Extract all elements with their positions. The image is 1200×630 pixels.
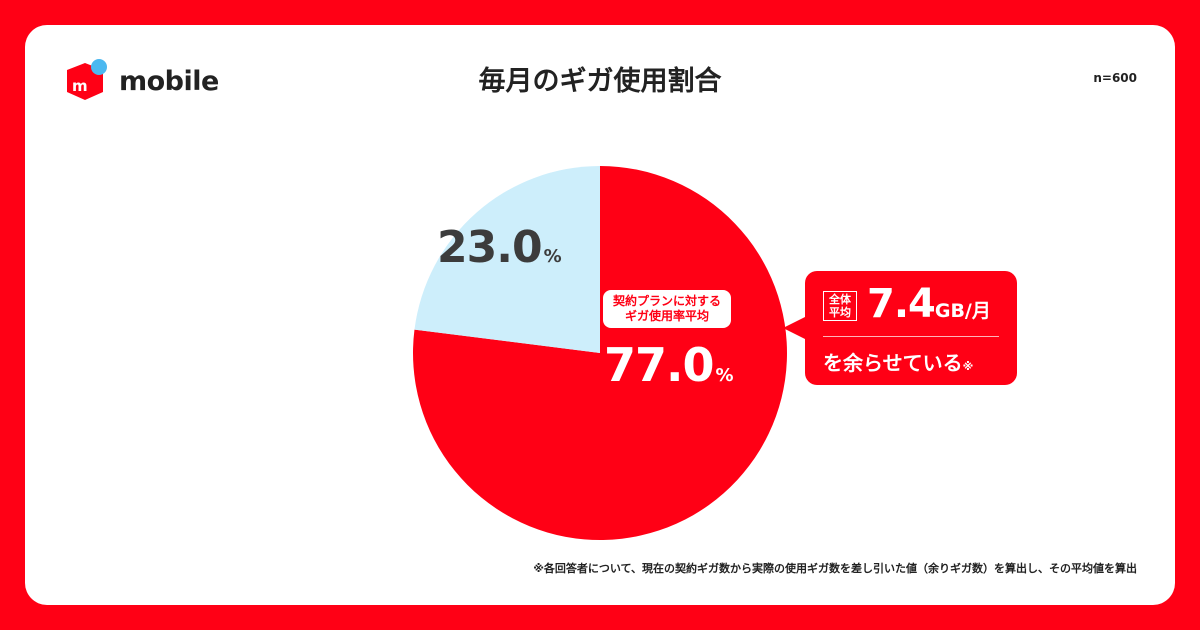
red-slice-label: 77.0%: [604, 338, 734, 392]
callout-bubble: 全体 平均 7.4GB/月 を余らせている※: [783, 271, 1017, 385]
note-mark: ※: [962, 360, 974, 373]
average-badge: 全体 平均: [823, 291, 857, 321]
pie-slice-0: [413, 166, 787, 541]
caption-line-1: 契約プランに対する: [612, 294, 721, 308]
divider: [823, 336, 999, 337]
percent-sign: %: [543, 246, 562, 267]
surplus-unit: GB/月: [934, 300, 991, 322]
brand-name: mobile: [119, 65, 219, 97]
callout-text: を余らせている※: [823, 347, 973, 376]
logo: m mobile: [63, 58, 219, 104]
caption-line-2: ギガ使用率平均: [624, 309, 709, 323]
sample-size: n=600: [1093, 71, 1137, 85]
blue-value: 23.0: [437, 222, 543, 273]
svg-text:m: m: [72, 77, 88, 95]
surplus-value: 7.4: [867, 281, 936, 327]
footnote: ※各回答者について、現在の契約ギガ数から実際の使用ギガ数を差し引いた値（余りギガ…: [533, 562, 1137, 575]
surplus-text: を余らせている: [823, 351, 963, 375]
badge-line-1: 全体: [829, 293, 851, 306]
mobile-logo-icon: m: [67, 59, 107, 100]
red-slice-caption: 契約プランに対する ギガ使用率平均: [603, 290, 731, 328]
badge-line-2: 平均: [829, 306, 851, 319]
average-surplus: 7.4GB/月: [867, 281, 991, 327]
percent-sign: %: [715, 365, 734, 386]
blue-slice-label: 23.0%: [437, 222, 562, 273]
pie-slice-1: [414, 166, 600, 353]
chart-title: 毎月のギガ使用割合: [478, 66, 722, 97]
red-value: 77.0: [604, 338, 714, 392]
